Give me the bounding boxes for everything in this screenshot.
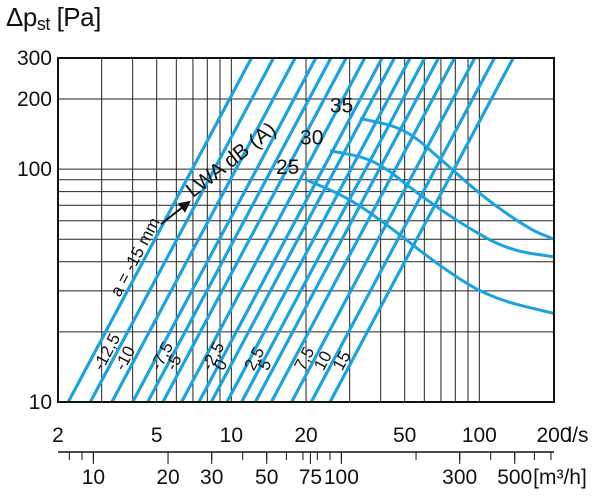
series-line xyxy=(110,58,297,402)
x2-tick-label: 50 xyxy=(255,466,278,489)
noise-curve xyxy=(329,149,554,259)
x-tick-label: 200 xyxy=(536,424,571,447)
noise-curve xyxy=(359,116,554,241)
y-axis-title: Δpst [Pa] xyxy=(6,2,101,35)
x2-tick-label: 100 xyxy=(324,466,359,489)
y-tick-label: 200 xyxy=(17,88,52,111)
series-line xyxy=(328,58,515,402)
series-line xyxy=(66,58,253,402)
series-line xyxy=(225,58,412,402)
series-line xyxy=(197,58,384,402)
x-tick-label: 20 xyxy=(294,424,317,447)
x-tick-label: 100 xyxy=(462,424,497,447)
series-line xyxy=(253,58,440,402)
series-line xyxy=(290,58,477,402)
x2-axis-unit: [m³/h] xyxy=(533,466,587,489)
x2-tick-label: 20 xyxy=(156,466,179,489)
x-tick-label: 10 xyxy=(220,424,243,447)
noise-curve-label: 30 xyxy=(300,127,323,150)
series-line xyxy=(88,58,275,402)
series-line xyxy=(161,58,348,402)
series-line xyxy=(131,58,318,402)
y-tick-label: 300 xyxy=(17,47,52,70)
noise-curves-group xyxy=(305,116,554,315)
series-line xyxy=(309,58,496,402)
noise-curve-label: 35 xyxy=(330,94,353,117)
y-axis-title-main: Δp xyxy=(6,2,37,32)
plot-frame xyxy=(57,57,555,403)
x2-tick-label: 300 xyxy=(442,466,477,489)
x2-tick-label: 75 xyxy=(299,466,322,489)
series-group xyxy=(66,58,515,402)
y-tick-label: 100 xyxy=(17,158,52,181)
x-tick-label: 2 xyxy=(52,424,64,447)
x2-tick-label: 10 xyxy=(82,466,105,489)
noise-curve-label: 25 xyxy=(276,156,299,179)
series-line xyxy=(269,58,456,402)
series-line xyxy=(146,58,333,402)
noise-curve xyxy=(305,178,554,315)
annotation-arrow xyxy=(160,200,191,225)
series-line xyxy=(180,58,367,402)
series-label: a = -15 mm xyxy=(106,214,163,299)
x-tick-label: 5 xyxy=(151,424,163,447)
series-line xyxy=(209,58,396,402)
y-axis-title-subscript: st xyxy=(36,14,51,34)
series-label: 15 xyxy=(329,348,355,374)
y-tick-label: 10 xyxy=(29,391,52,414)
x-axis-unit: l/s xyxy=(568,424,589,447)
y-axis-title-unit: [Pa] xyxy=(56,2,102,32)
x2-tick-label: 30 xyxy=(200,466,223,489)
x2-tick-label: 500 xyxy=(497,466,532,489)
series-line xyxy=(240,58,427,402)
x-tick-label: 50 xyxy=(393,424,416,447)
